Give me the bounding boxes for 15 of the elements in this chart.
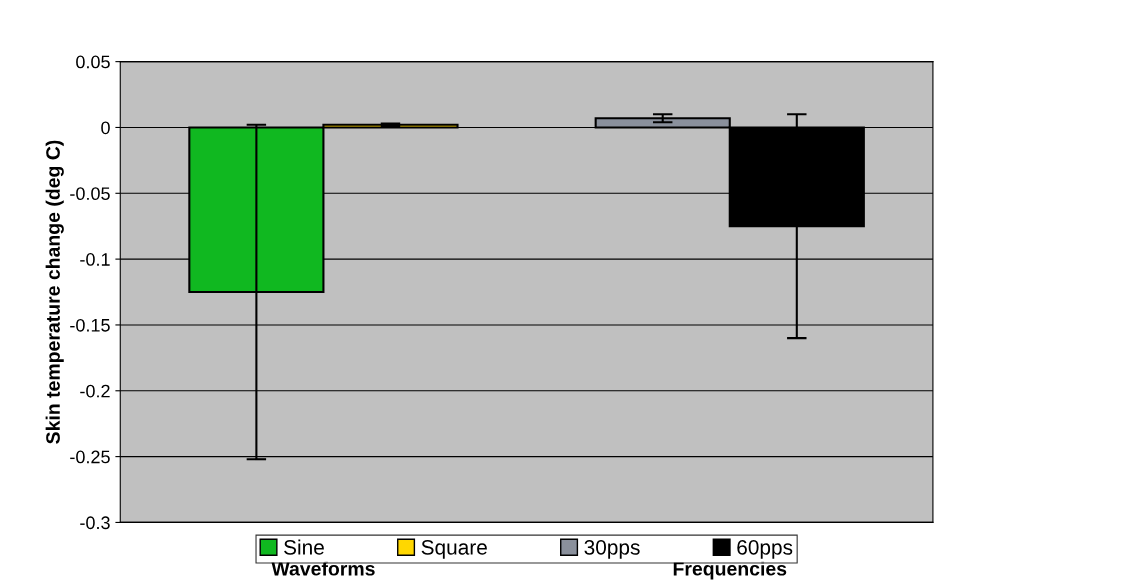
y-tick-label: 0.05 (76, 55, 110, 69)
y-tick-label: 0 (101, 121, 110, 135)
y-tick-label: -0.2 (80, 384, 110, 398)
legend-label: Sine (284, 539, 324, 555)
y-tick-label: -0.25 (70, 450, 110, 464)
y-tick-label: -0.1 (80, 253, 110, 266)
y-axis-title: Skin temperature change (deg C) (45, 140, 64, 444)
y-tick-label: -0.3 (80, 516, 110, 530)
legend-label: Square (421, 539, 487, 559)
legend-label: 30pps (584, 539, 640, 559)
x-tick-label: Frequencies (673, 561, 787, 580)
legend-label: 60pps (737, 539, 793, 559)
x-tick-label: Waveforms (271, 561, 375, 576)
y-tick-label: -0.05 (70, 187, 110, 201)
y-tick-label: -0.15 (70, 318, 110, 332)
